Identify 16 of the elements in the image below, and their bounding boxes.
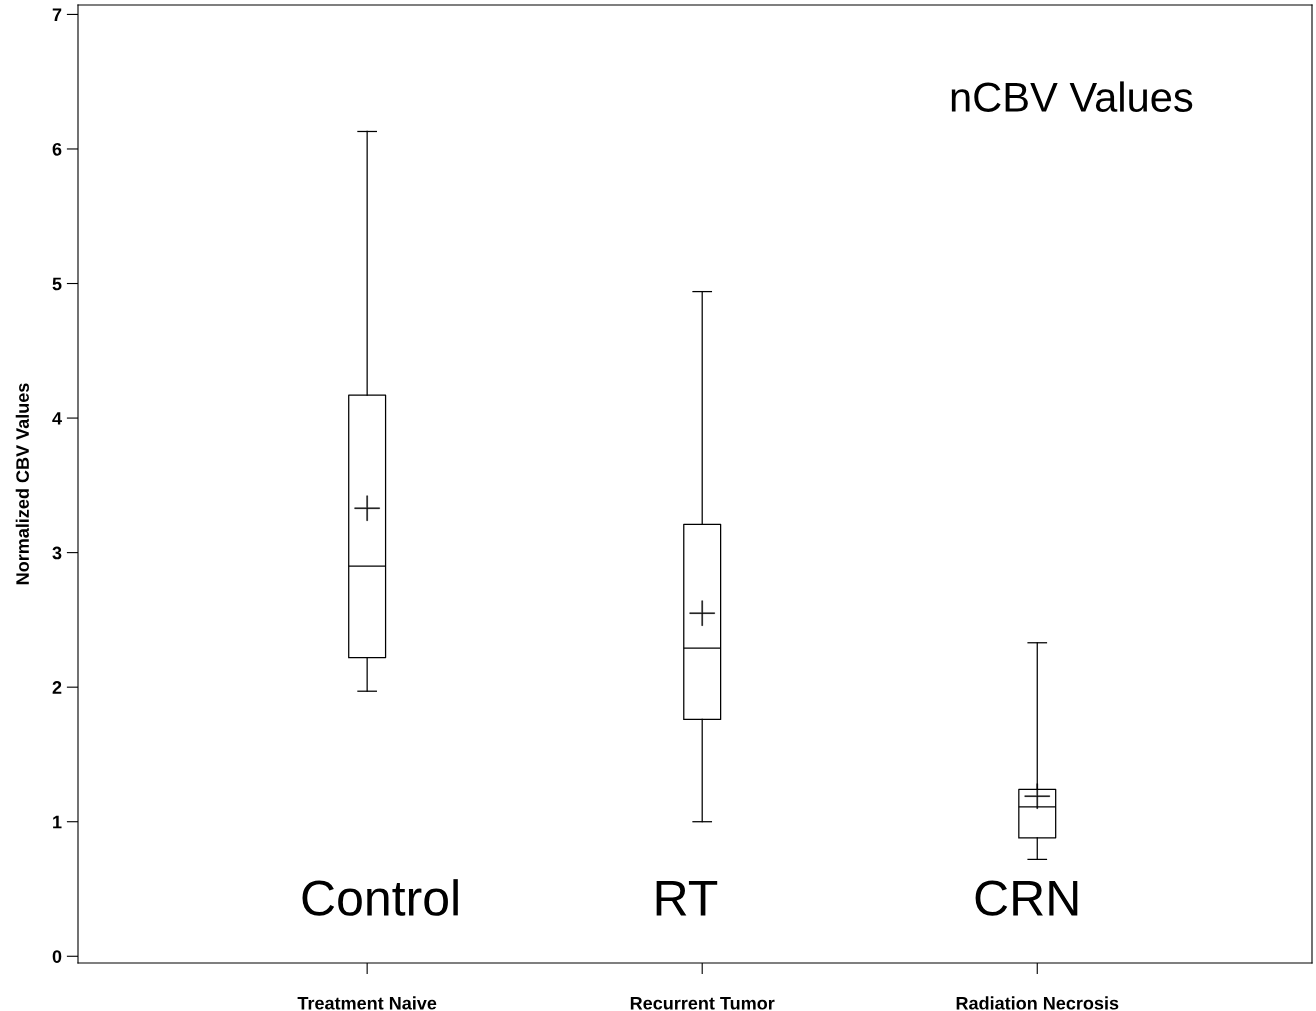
- annotation: RT: [656, 880, 718, 916]
- y-tick-label: 2: [52, 681, 62, 694]
- y-tick-label: 1: [53, 815, 62, 829]
- y-tick-label: 6: [52, 142, 62, 156]
- y-tick-label: 4: [52, 412, 62, 425]
- y-tick-label: 0: [52, 950, 62, 963]
- annotation: Control: [302, 879, 458, 916]
- x-tick-label: Treatment Naive: [297, 996, 437, 1010]
- y-tick-label: 5: [52, 277, 62, 291]
- y-axis-title: Normalized CBV Values: [15, 383, 29, 585]
- x-tick-label: Radiation Necrosis: [956, 996, 1119, 1010]
- text: nCBV Values: [951, 81, 1193, 112]
- annotation: CRN: [975, 880, 1078, 916]
- y-tick-label: 3: [52, 546, 62, 560]
- y-tick-label: 7: [52, 8, 62, 21]
- x-tick-label: Recurrent Tumor: [630, 997, 775, 1010]
